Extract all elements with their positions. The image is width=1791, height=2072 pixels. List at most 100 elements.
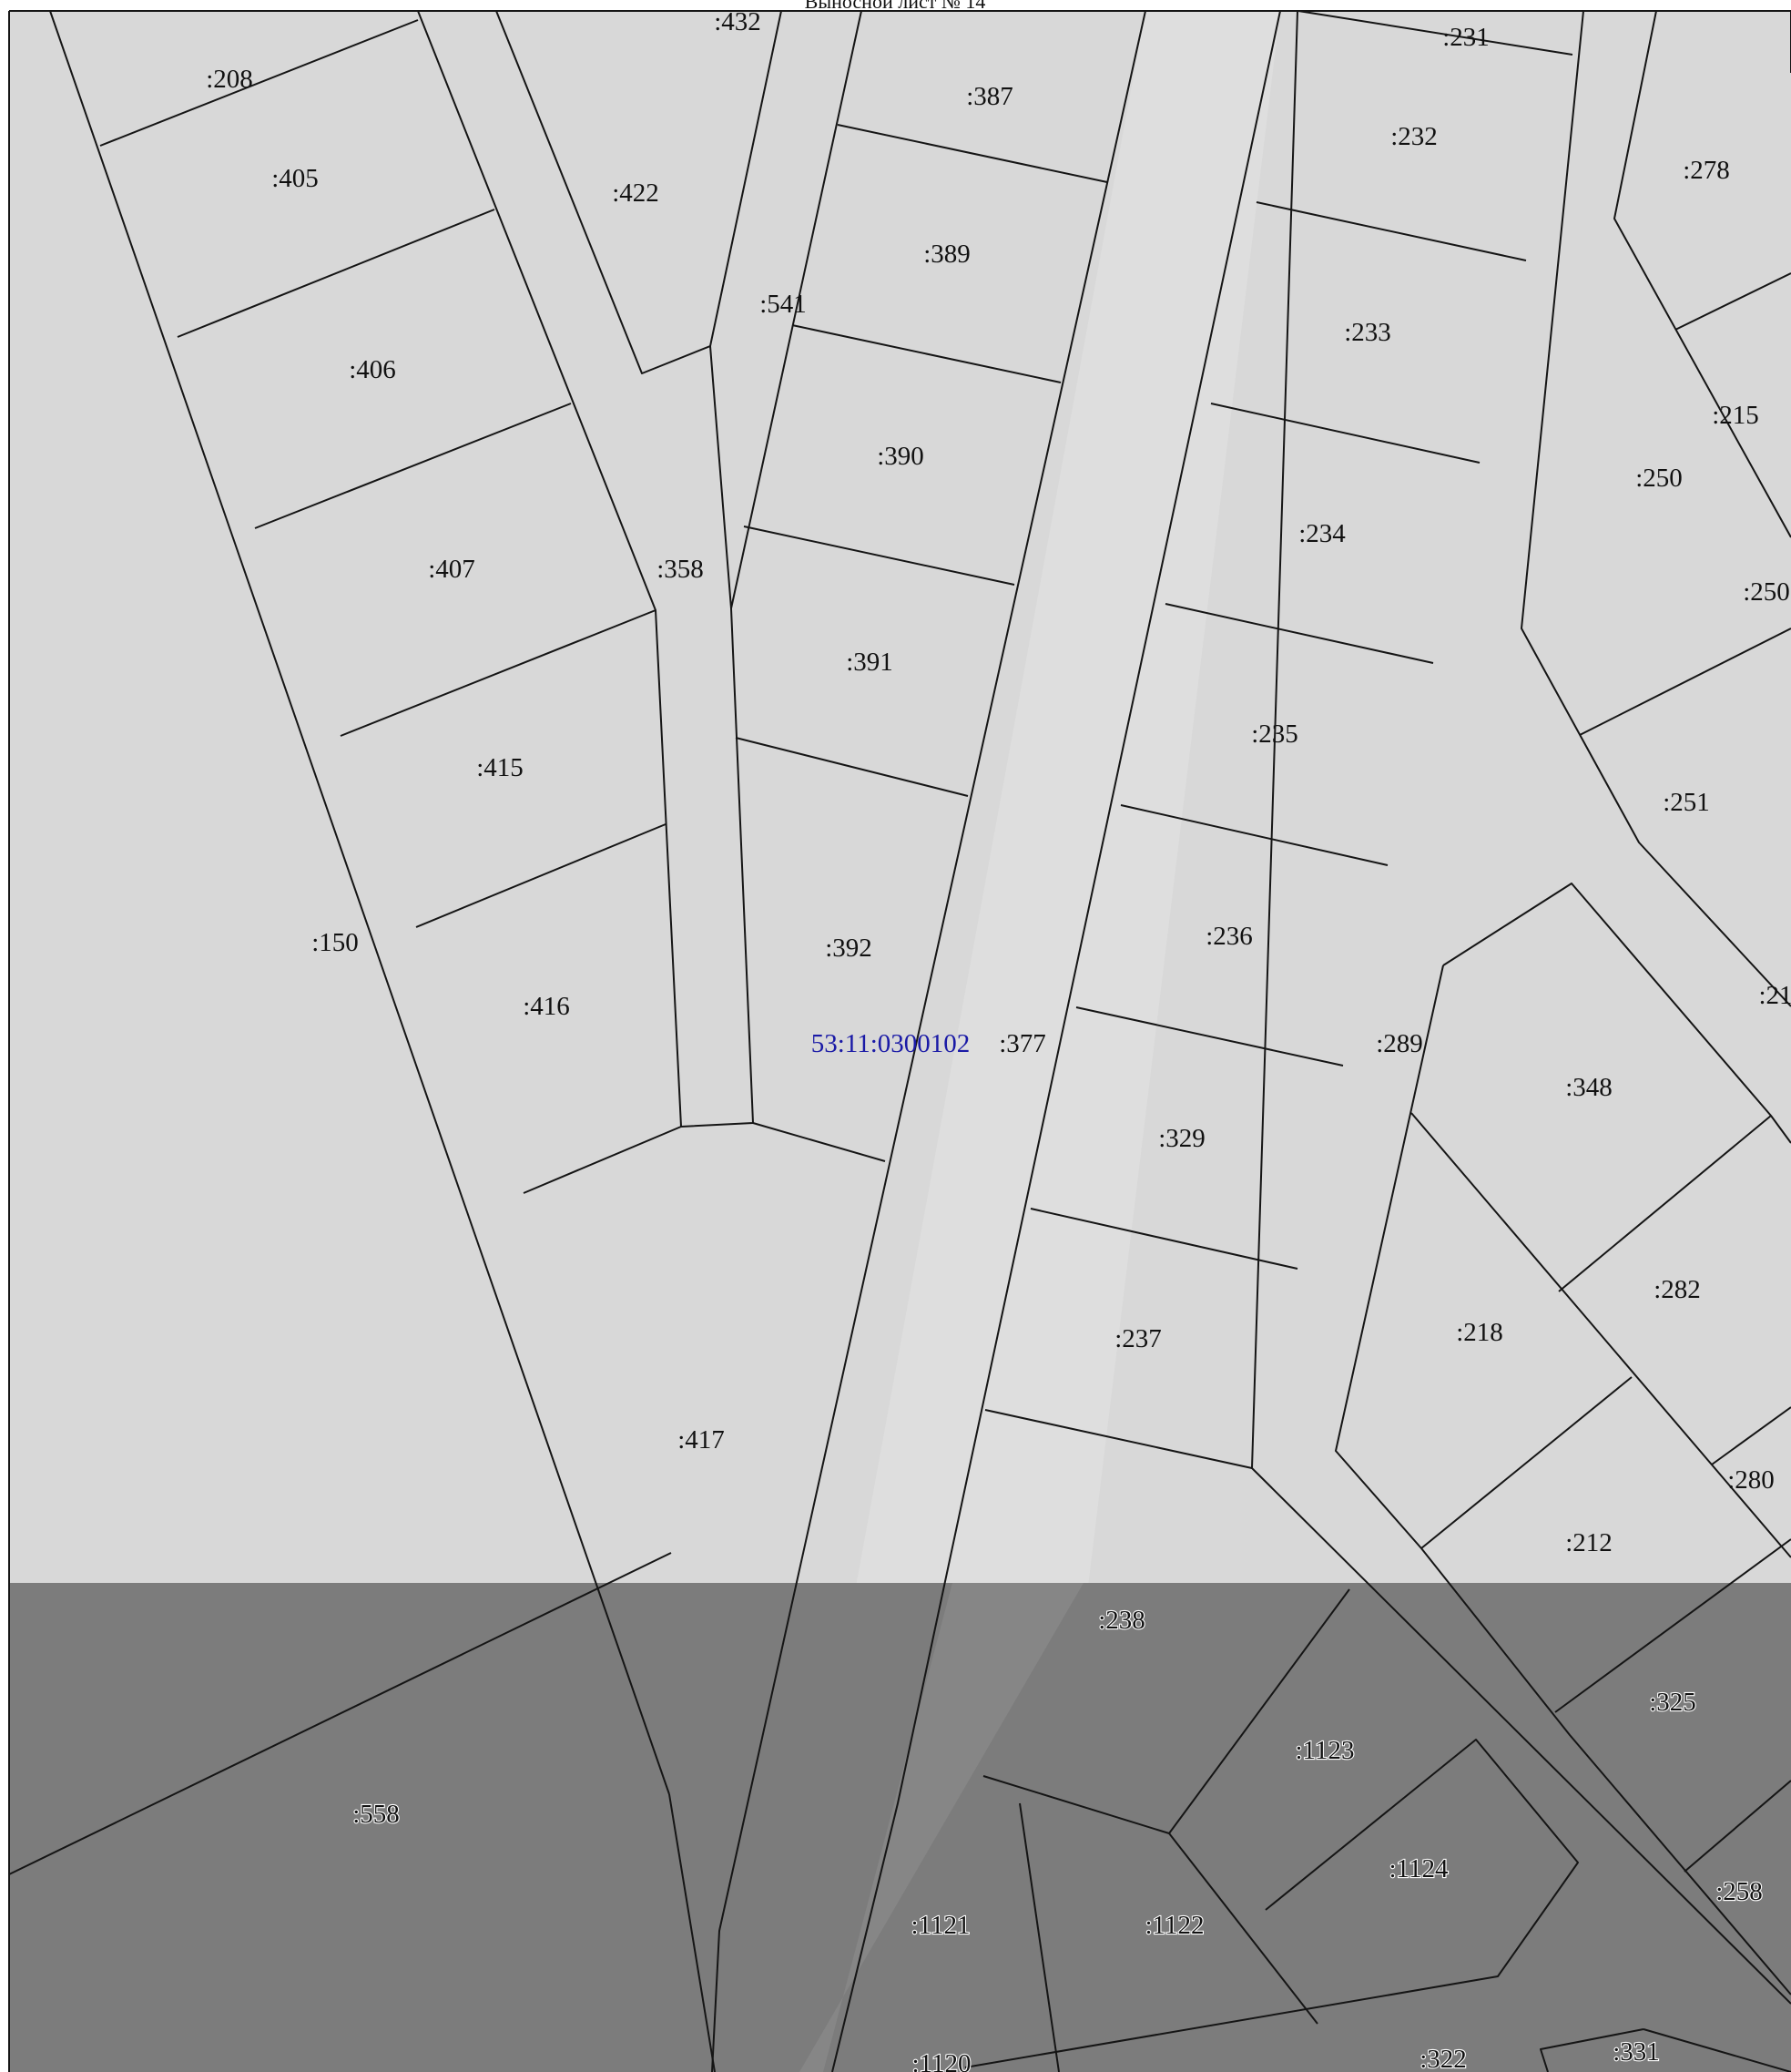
parcel-label-1121: :1121 bbox=[911, 1911, 971, 1940]
parcel-label-1120: :1120 bbox=[912, 2049, 972, 2072]
parcel-label-417: :417 bbox=[677, 1425, 725, 1454]
parcel-label-432: :432 bbox=[714, 7, 761, 36]
parcel-label-218: :218 bbox=[1456, 1318, 1503, 1347]
parcel-boundaries bbox=[8, 10, 1791, 2072]
boundary-line bbox=[964, 1739, 1579, 2068]
parcel-label-390: :390 bbox=[877, 442, 924, 471]
parcel-label-234: :234 bbox=[1298, 519, 1346, 548]
boundary-line bbox=[1019, 1802, 1060, 2072]
parcel-labels: Выносной лист № 14 :432 :231 :208 :387 :… bbox=[206, 0, 1791, 2072]
parcel-label-407: :407 bbox=[428, 555, 475, 584]
boundary-line bbox=[1168, 1832, 1318, 2025]
boundary-line bbox=[8, 1552, 672, 1875]
boundary-line bbox=[752, 1122, 886, 1162]
parcel-label-331: :331 bbox=[1613, 2037, 1660, 2067]
parcel-label-358: :358 bbox=[656, 555, 704, 584]
boundary-line bbox=[1165, 603, 1434, 664]
parcel-label-389: :389 bbox=[923, 240, 971, 269]
boundary-line bbox=[711, 10, 1146, 2072]
parcel-label-212: :212 bbox=[1565, 1528, 1613, 1557]
parcel-label-250-edge: :250 bbox=[1743, 577, 1790, 607]
boundary-line bbox=[1711, 1406, 1791, 1465]
boundary-line bbox=[1420, 1376, 1633, 1549]
parcel-label-235: :235 bbox=[1251, 720, 1298, 749]
boundary-line bbox=[730, 10, 862, 609]
boundary-line bbox=[1558, 1115, 1772, 1292]
boundary-line bbox=[1030, 1208, 1298, 1270]
parcel-label-348: :348 bbox=[1565, 1073, 1613, 1102]
boundary-line bbox=[984, 1409, 1253, 1469]
parcel-label-1122: :1122 bbox=[1145, 1911, 1205, 1940]
boundary-line bbox=[1613, 10, 1791, 538]
boundary-line bbox=[735, 737, 969, 797]
road-strip bbox=[767, 11, 1280, 2072]
parcel-label-238: :238 bbox=[1098, 1606, 1145, 1635]
parcel-label-558: :558 bbox=[352, 1800, 400, 1829]
parcel-label-541: :541 bbox=[759, 290, 807, 319]
boundary-line bbox=[1442, 883, 1791, 1144]
parcel-label-416: :416 bbox=[523, 992, 570, 1021]
sheet-title: Выносной лист № 14 bbox=[805, 0, 986, 13]
parcel-label-329: :329 bbox=[1158, 1124, 1206, 1153]
parcel-label-325: :325 bbox=[1649, 1688, 1696, 1717]
parcel-label-289: :289 bbox=[1376, 1029, 1423, 1058]
boundary-line bbox=[1674, 272, 1791, 331]
boundary-line bbox=[1120, 804, 1389, 866]
boundary-line bbox=[1554, 1538, 1791, 1713]
boundary-line bbox=[415, 823, 667, 928]
parcel-label-387: :387 bbox=[966, 82, 1013, 111]
road-strip-shaded bbox=[799, 1583, 1084, 2072]
parcel-label-280: :280 bbox=[1727, 1465, 1775, 1495]
boundary-line bbox=[1256, 201, 1527, 261]
parcel-label-21: :21 bbox=[1758, 981, 1791, 1010]
boundary-line bbox=[99, 19, 419, 147]
boundary-line bbox=[49, 10, 670, 1795]
boundary-line bbox=[417, 10, 682, 1194]
boundary-line bbox=[1579, 628, 1791, 736]
parcel-label-322: :322 bbox=[1420, 2045, 1467, 2072]
parcel-label-278: :278 bbox=[1683, 156, 1730, 185]
parcel-label-282: :282 bbox=[1654, 1275, 1701, 1304]
boundary-line bbox=[668, 1793, 716, 2072]
boundary-line bbox=[254, 403, 572, 529]
boundary-line bbox=[791, 324, 1062, 383]
boundary-line bbox=[837, 124, 1108, 183]
parcel-label-208: :208 bbox=[206, 65, 253, 94]
boundary-line bbox=[1410, 1112, 1791, 1558]
parcel-label-1124: :1124 bbox=[1389, 1854, 1449, 1883]
boundary-line bbox=[495, 10, 754, 1128]
parcel-label-391: :391 bbox=[846, 648, 893, 677]
parcel-label-422: :422 bbox=[612, 179, 659, 208]
boundary-line bbox=[1075, 1006, 1344, 1067]
boundary-line bbox=[1297, 10, 1573, 56]
parcel-label-232: :232 bbox=[1390, 122, 1438, 151]
boundary-line bbox=[1251, 10, 1791, 2005]
block-cadastral-number: 53:11:0300102 bbox=[811, 1029, 971, 1058]
parcel-label-392: :392 bbox=[825, 934, 872, 963]
parcel-label-405: :405 bbox=[271, 164, 319, 193]
parcel-label-215: :215 bbox=[1712, 401, 1759, 430]
boundary-line bbox=[743, 526, 1015, 586]
boundary-line bbox=[831, 10, 1281, 2072]
boundary-line bbox=[1684, 1780, 1791, 1873]
boundary-line bbox=[177, 209, 495, 338]
parcel-label-236: :236 bbox=[1206, 922, 1253, 951]
boundary-line bbox=[709, 10, 782, 347]
boundary-line bbox=[1540, 2028, 1644, 2072]
parcel-label-258: :258 bbox=[1715, 1877, 1763, 1906]
parcel-label-231: :231 bbox=[1442, 23, 1490, 52]
parcel-label-251: :251 bbox=[1663, 788, 1710, 817]
shaded-zone bbox=[9, 1583, 1791, 2072]
parcel-label-237: :237 bbox=[1114, 1324, 1162, 1353]
parcel-label-406: :406 bbox=[349, 355, 396, 384]
parcel-label-150: :150 bbox=[311, 928, 359, 957]
parcel-label-415: :415 bbox=[476, 753, 524, 782]
parcel-label-250: :250 bbox=[1635, 464, 1683, 493]
boundary-line bbox=[1210, 403, 1481, 464]
parcel-label-1123: :1123 bbox=[1296, 1736, 1355, 1765]
parcel-label-377: :377 bbox=[999, 1029, 1046, 1058]
boundary-line bbox=[340, 609, 656, 737]
parcel-label-233: :233 bbox=[1344, 318, 1391, 347]
boundary-line bbox=[1643, 2028, 1791, 2072]
